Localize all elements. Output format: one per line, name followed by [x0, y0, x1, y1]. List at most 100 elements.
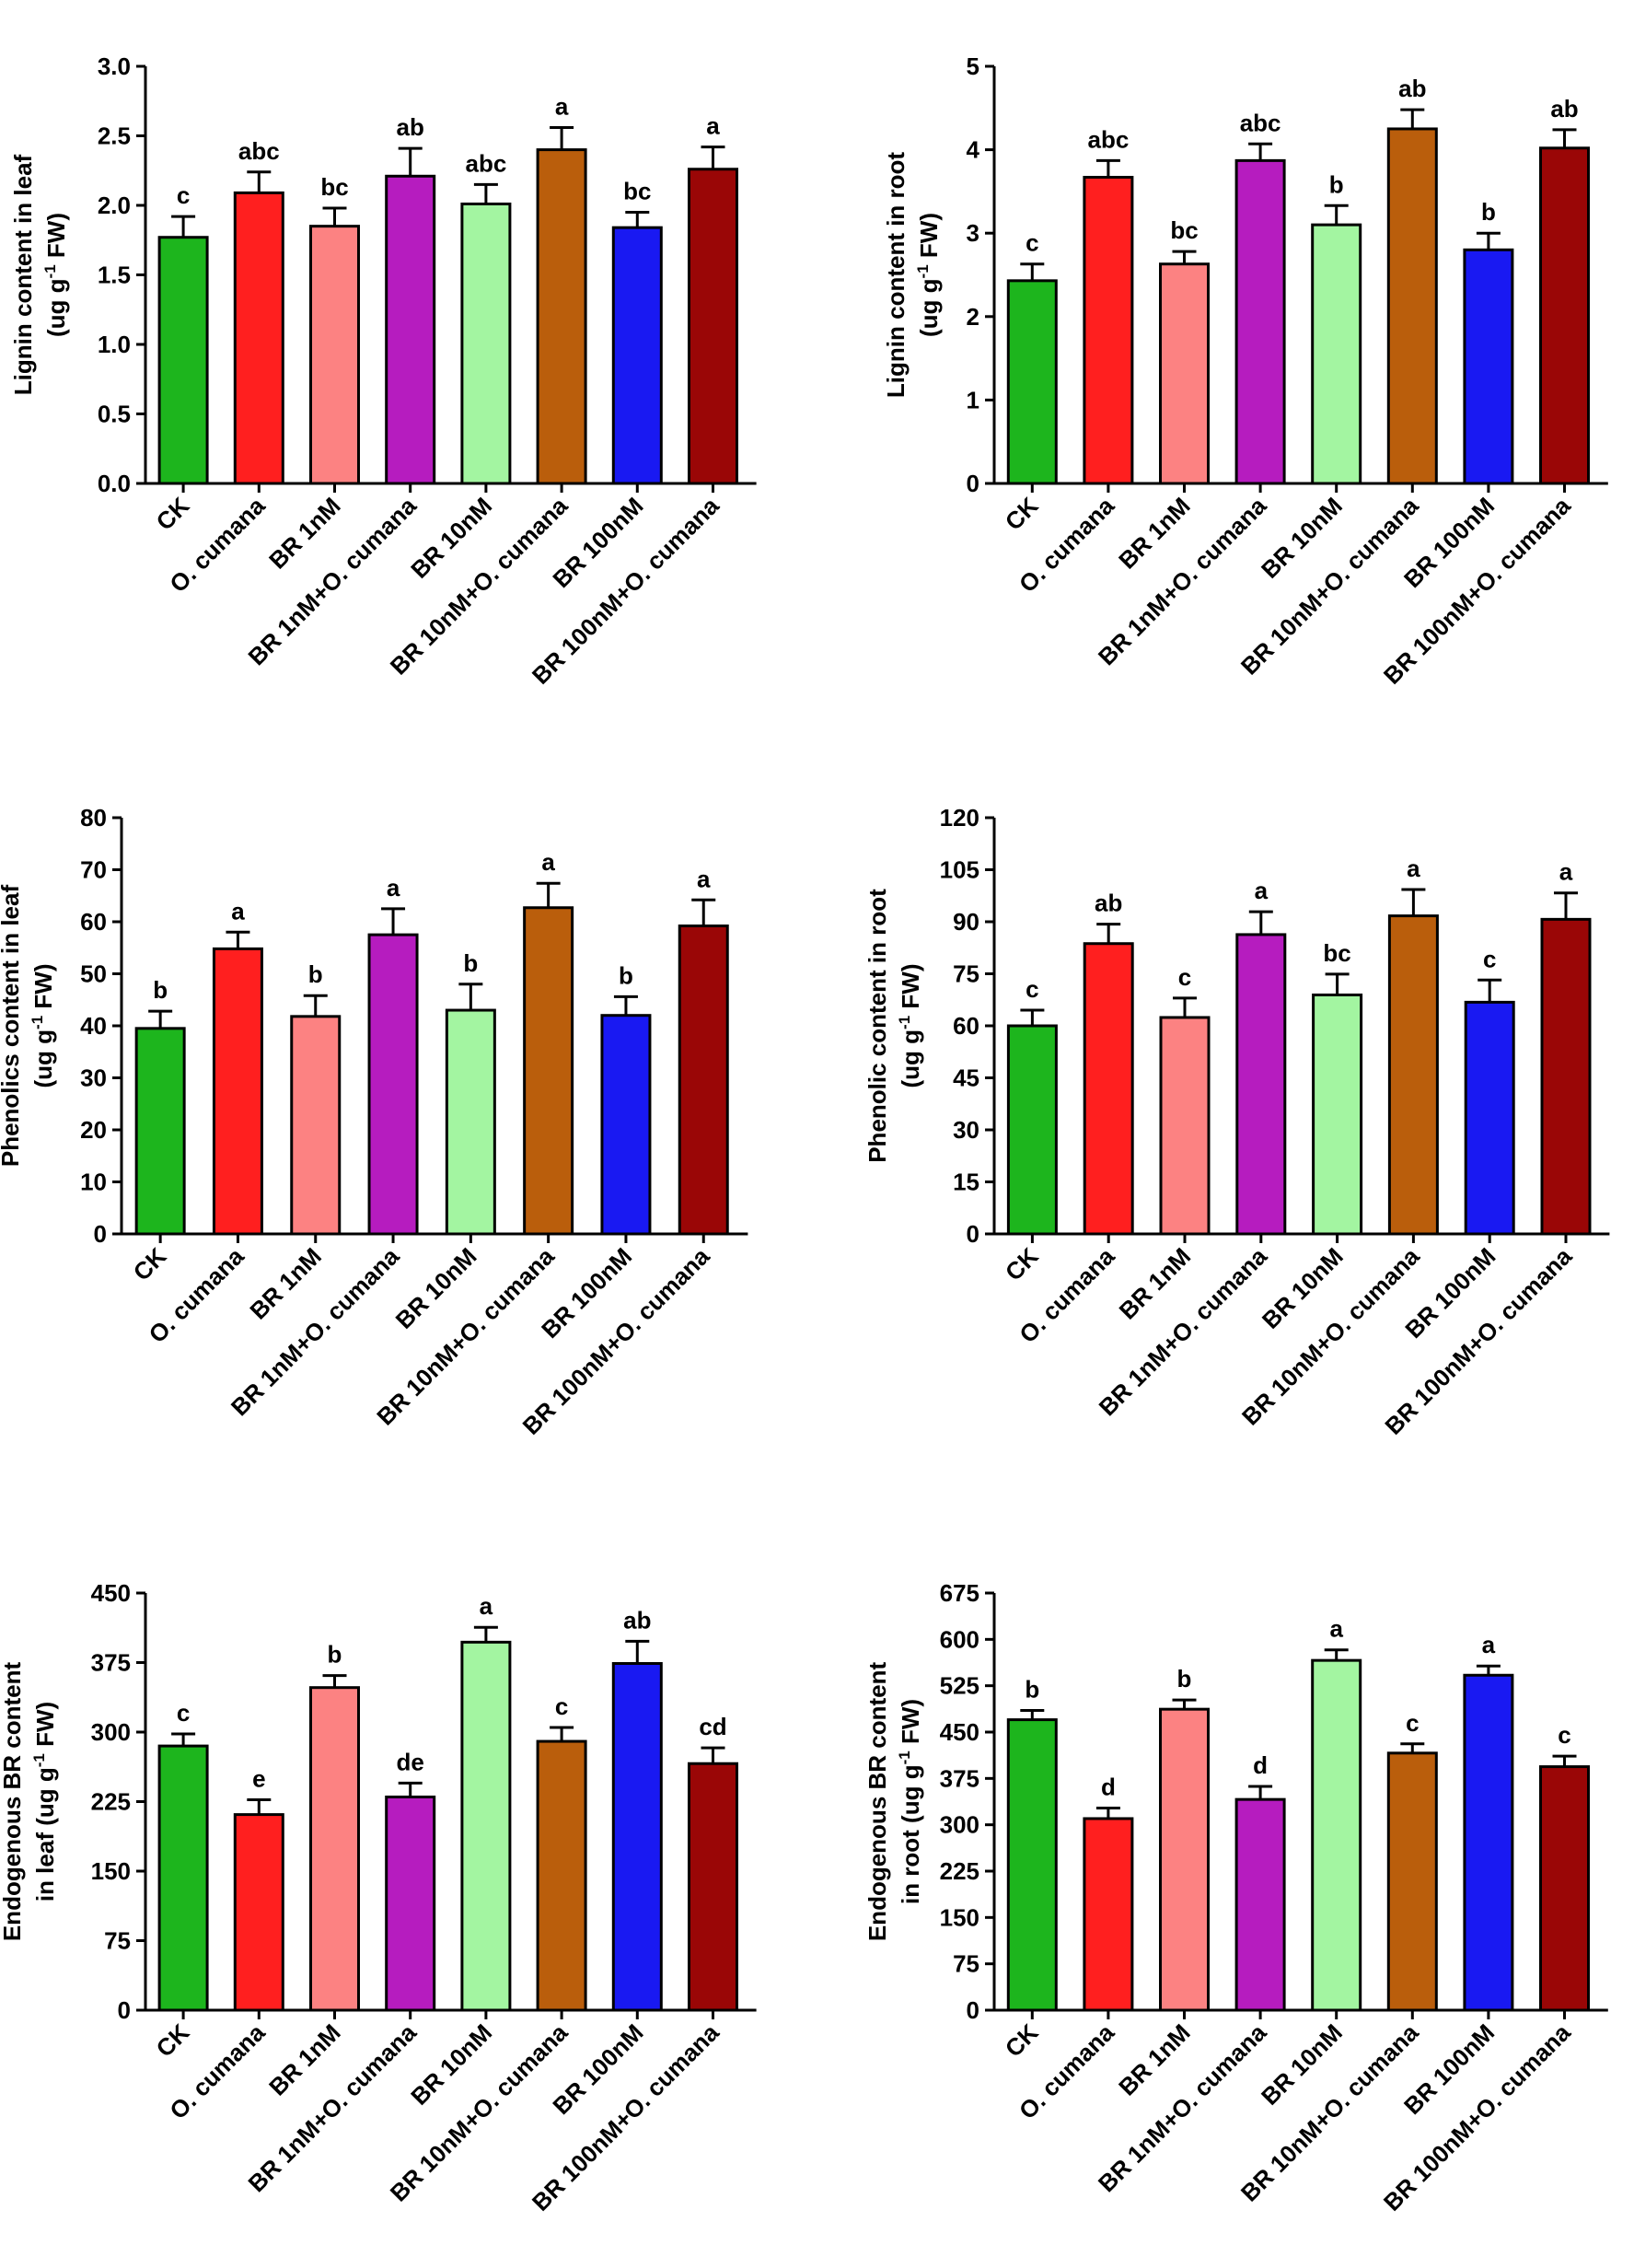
y-tick-label: 60 [953, 1012, 979, 1040]
y-tick-label: 0 [94, 1220, 107, 1248]
panel-c: Phenolics content in leaf(ug g-1 FW) 0 10 2… [0, 804, 748, 1440]
significance-letter: a [231, 897, 245, 925]
significance-letter: c [1406, 1709, 1419, 1737]
bar [688, 168, 738, 485]
significance-letter: bc [623, 178, 651, 205]
y-tick-label: 20 [80, 1116, 107, 1144]
significance-letter: cd [699, 1713, 726, 1740]
y-tick-label: 600 [940, 1625, 979, 1653]
y-axis-title-superscript: -1 [896, 1016, 913, 1029]
y-tick-label: 0 [967, 1220, 979, 1248]
y-axis-title-unit: FW) [897, 1699, 924, 1750]
y-axis-title-line1: Phenolics content in leaf [0, 885, 24, 1168]
significance-letter: abc [1240, 109, 1281, 136]
significance-letter: e [252, 1764, 265, 1792]
y-tick-label: 3 [967, 219, 979, 247]
y-tick-label: 150 [91, 1857, 131, 1885]
panel-f: Endogenous BR content in root (ug g-1 FW)… [863, 1579, 1608, 2216]
bar [1006, 1024, 1058, 1236]
bar [134, 1027, 186, 1236]
x-tick-label: CK [128, 1242, 172, 1286]
significance-letter: abc [238, 137, 280, 165]
significance-letter: bc [1323, 939, 1350, 967]
y-axis-title-unit: FW) [29, 964, 57, 1016]
y-axis-title: Phenolics content in leaf(ug g-1 FW) [0, 885, 57, 1168]
y-tick-label: 10 [80, 1169, 107, 1196]
y-tick-label: 0 [967, 470, 979, 497]
bar [233, 191, 284, 485]
significance-letter: a [1407, 855, 1420, 882]
significance-letter: ab [623, 1606, 651, 1634]
y-tick-label: 0.0 [98, 470, 131, 497]
bar [1006, 1718, 1058, 2012]
bar [157, 236, 209, 485]
y-tick-label: 15 [953, 1169, 979, 1196]
significance-letter: c [1178, 963, 1191, 991]
bar [309, 1686, 360, 2012]
bar [290, 1015, 342, 1236]
significance-letter: a [697, 865, 711, 892]
y-tick-label: 75 [953, 1950, 979, 1978]
significance-letter: a [1482, 1631, 1496, 1658]
significance-letter: a [541, 848, 555, 876]
y-axis-title-superscript: -1 [29, 1016, 46, 1029]
y-tick-label: 90 [953, 908, 979, 936]
y-tick-label: 450 [940, 1718, 979, 1746]
bar [688, 1762, 738, 2012]
significance-letter: b [463, 949, 478, 977]
significance-letter: a [555, 92, 569, 120]
y-tick-label: 300 [91, 1718, 131, 1746]
y-axis-title-superscript: -1 [914, 264, 932, 278]
y-axis-title-line2: (ug g [915, 278, 943, 337]
significance-letter: a [1559, 858, 1573, 886]
y-axis-title-superscript: -1 [30, 1753, 48, 1767]
y-tick-label: 375 [940, 1764, 979, 1792]
y-tick-label: 2.5 [98, 122, 131, 150]
y-axis-title-line1: Endogenous BR content [0, 1662, 26, 1942]
x-tick-label: CK [1000, 1242, 1044, 1286]
y-tick-label: 70 [80, 856, 107, 884]
panel-b: Lignin content in root (ug g-1 FW) 0 1 2 3 4 5 c… [882, 52, 1608, 690]
bar [309, 225, 360, 485]
y-tick-label: 45 [953, 1064, 979, 1092]
bar [1311, 223, 1362, 485]
bar [1159, 1707, 1210, 2012]
significance-letter: d [1101, 1774, 1116, 1801]
significance-letter: c [1026, 975, 1038, 1003]
bar [367, 933, 419, 1236]
y-tick-label: 60 [80, 908, 107, 936]
significance-letter: ab [1095, 890, 1122, 917]
y-tick-label: 75 [953, 960, 979, 988]
bar [1083, 942, 1134, 1236]
y-tick-label: 105 [940, 856, 979, 884]
bar [1540, 917, 1592, 1236]
y-axis-title-unit: FW) [31, 1702, 59, 1753]
y-tick-label: 2.0 [98, 192, 131, 219]
bar [1083, 175, 1134, 485]
significance-letter: c [555, 1692, 568, 1720]
bar [233, 1813, 284, 2012]
bar [1386, 127, 1438, 485]
bar [460, 202, 512, 485]
bar [1386, 1751, 1438, 2012]
significance-letter: a [706, 112, 720, 140]
significance-letter: c [1558, 1721, 1570, 1749]
significance-letter: a [387, 874, 400, 901]
y-axis-title-unit: FW) [897, 964, 924, 1016]
y-axis-title-unit: FW) [42, 213, 70, 264]
bar [1159, 1016, 1211, 1236]
bar [600, 1014, 652, 1236]
panel-d: Phenolic content in root (ug g-1 FW) 0 15 30… [863, 804, 1610, 1440]
y-axis-title-line1: Lignin content in root [882, 152, 910, 399]
bar [1387, 914, 1439, 1236]
bar [611, 226, 663, 485]
bar [1311, 1658, 1362, 2012]
bar [1539, 146, 1590, 485]
significance-letter: c [1483, 945, 1496, 972]
y-tick-label: 5 [967, 52, 979, 80]
bar [212, 947, 263, 1236]
y-axis-title-unit: FW) [915, 213, 943, 264]
bar [385, 1795, 436, 2012]
y-tick-label: 675 [940, 1579, 979, 1607]
y-tick-label: 0.5 [98, 401, 131, 428]
